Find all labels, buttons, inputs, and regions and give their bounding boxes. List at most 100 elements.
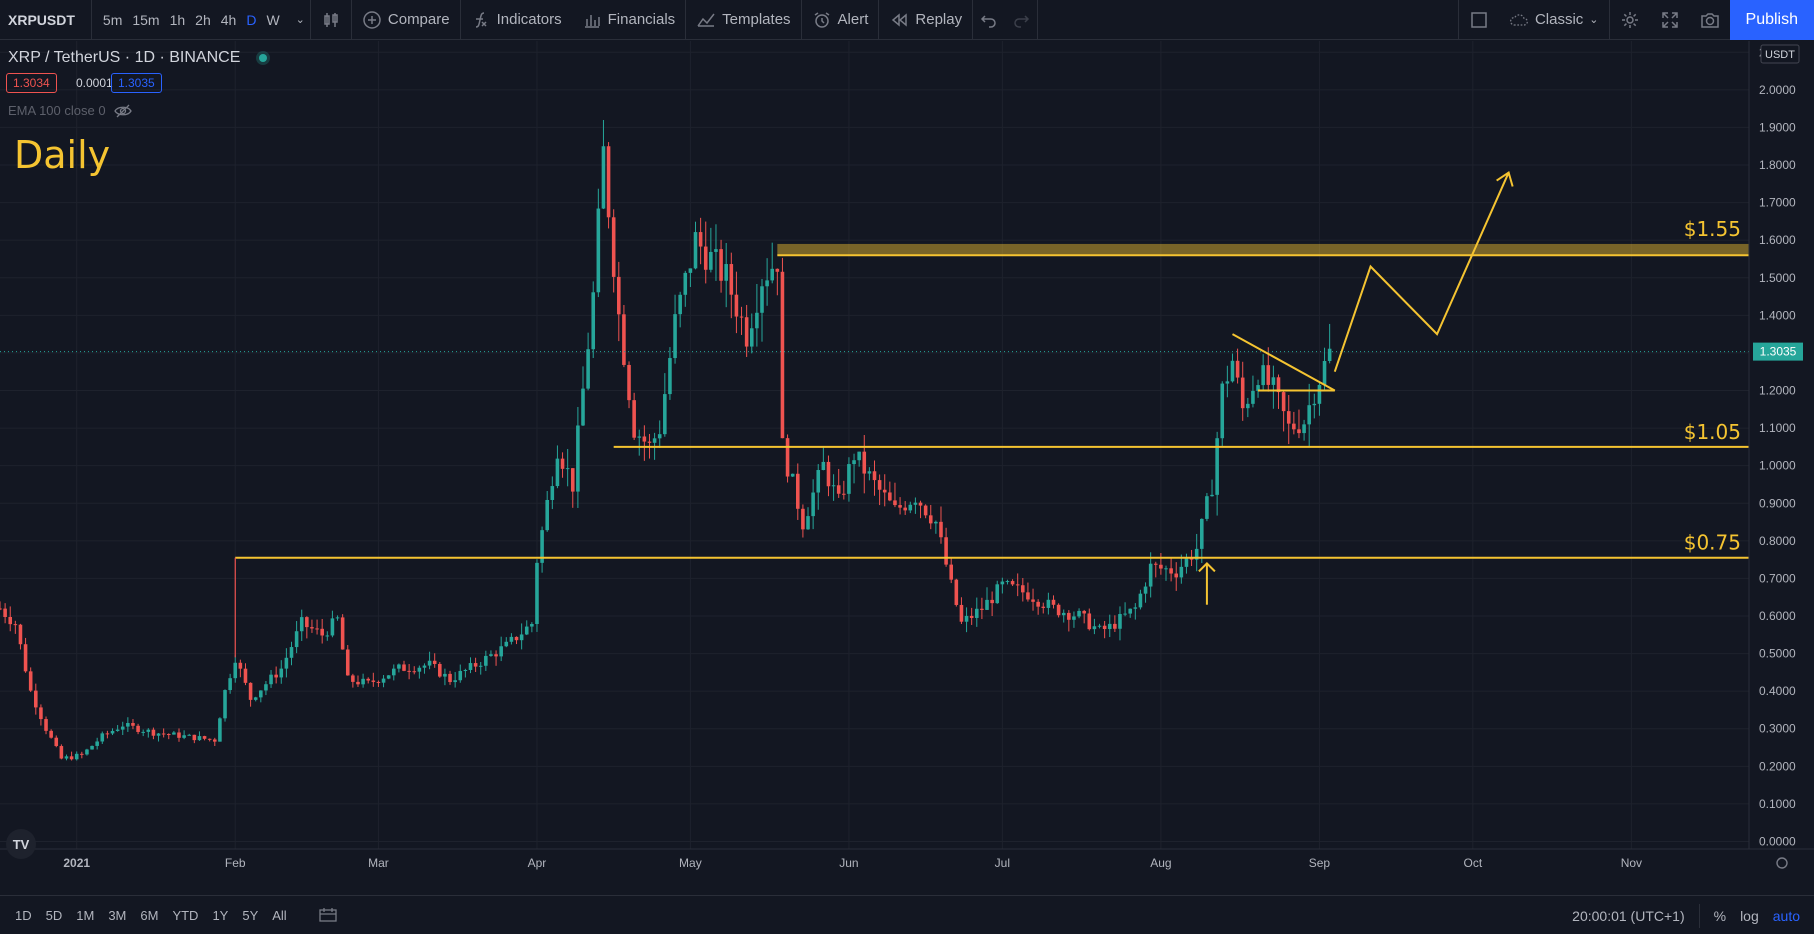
- financials-button[interactable]: Financials: [572, 0, 686, 40]
- candle-down: [969, 615, 974, 618]
- auto-scale-toggle[interactable]: auto: [1772, 907, 1800, 924]
- replay-button[interactable]: Replay: [879, 0, 972, 40]
- axis-settings-gear-icon[interactable]: [1776, 857, 1788, 869]
- price-axis[interactable]: [1749, 41, 1814, 894]
- candle-down: [8, 616, 13, 625]
- candle-up: [709, 251, 713, 270]
- interval-2h[interactable]: 2h: [195, 11, 211, 28]
- price-tick-label: 1.2000: [1759, 384, 1796, 398]
- time-tick-label: Nov: [1621, 856, 1642, 870]
- candle-down: [606, 146, 611, 218]
- candle-up: [1148, 563, 1153, 587]
- templates-button[interactable]: Templates: [686, 0, 800, 40]
- layout-name-dropdown[interactable]: Classic ⌄: [1499, 0, 1609, 40]
- candle-down: [872, 471, 877, 481]
- candle-up: [821, 461, 826, 471]
- function-icon: [475, 11, 487, 28]
- candle-down: [944, 537, 948, 565]
- cloud-icon: [1509, 13, 1528, 26]
- timeframe-annotation[interactable]: Daily: [14, 133, 111, 177]
- candle-down: [923, 505, 928, 516]
- range-5y[interactable]: 5Y: [242, 907, 259, 923]
- toolbar-divider: [309, 0, 311, 40]
- range-all[interactable]: All: [272, 907, 287, 923]
- publish-button[interactable]: Publish: [1729, 0, 1814, 40]
- candle-down: [1087, 613, 1092, 630]
- redo-button[interactable]: [1005, 0, 1037, 40]
- bar-chart-icon: [584, 14, 600, 28]
- indicators-button[interactable]: Indicators: [461, 0, 572, 40]
- clock-timezone[interactable]: 20:00:01 (UTC+1): [1572, 907, 1685, 924]
- price-chart[interactable]: $1.55$1.05$0.752.10002.00001.90001.80001…: [0, 41, 1814, 894]
- candle-up: [453, 680, 457, 683]
- log-scale-toggle[interactable]: log: [1740, 907, 1759, 924]
- candle-up: [1327, 348, 1332, 361]
- symbol-legend[interactable]: XRP / TetherUS · 1D · BINANCE: [8, 49, 267, 67]
- level-label-1-05[interactable]: $1.05: [1684, 420, 1741, 444]
- candle-up: [995, 584, 1000, 604]
- layout-select-button[interactable]: [1459, 0, 1499, 40]
- range-1y[interactable]: 1Y: [212, 907, 229, 923]
- compare-button[interactable]: Compare: [352, 0, 460, 40]
- range-1m[interactable]: 1M: [76, 907, 95, 923]
- range-ytd[interactable]: YTD: [172, 907, 199, 923]
- percent-scale-toggle[interactable]: %: [1713, 907, 1727, 924]
- interval-15m[interactable]: 15m: [132, 11, 160, 28]
- candle-up: [688, 268, 693, 273]
- date-range-calendar-icon[interactable]: [318, 907, 338, 923]
- eye-hidden-icon[interactable]: [113, 104, 132, 118]
- interval-1h[interactable]: 1h: [169, 11, 186, 28]
- settings-button[interactable]: [1610, 0, 1650, 40]
- range-5d[interactable]: 5D: [45, 907, 63, 923]
- chart-type-button[interactable]: [311, 0, 351, 40]
- candle-up: [693, 232, 698, 269]
- time-tick-label: Oct: [1464, 856, 1483, 870]
- candle-up: [1256, 385, 1260, 391]
- fullscreen-button[interactable]: [1650, 0, 1690, 40]
- candle-up: [857, 451, 861, 461]
- candle-up: [770, 268, 775, 281]
- candle-down: [315, 628, 319, 630]
- candle-up: [361, 678, 365, 685]
- candle-up: [519, 634, 524, 641]
- projection-path[interactable]: [1333, 172, 1510, 373]
- level-label-1-55[interactable]: $1.55: [1684, 217, 1741, 241]
- symbol-search[interactable]: XRPUSDT: [8, 11, 75, 28]
- snapshot-button[interactable]: [1690, 0, 1730, 40]
- toolbar-divider: [459, 0, 461, 40]
- candle-down: [1113, 623, 1117, 629]
- price-tick-label: 0.4000: [1759, 684, 1796, 698]
- candle-down: [642, 436, 647, 442]
- interval-dropdown-chevron-icon[interactable]: ⌄: [295, 14, 305, 26]
- candle-down: [1266, 365, 1271, 385]
- toolbar-divider: [350, 0, 352, 40]
- interval-5m[interactable]: 5m: [102, 11, 123, 28]
- level-label-0-75[interactable]: $0.75: [1684, 531, 1741, 555]
- toolbar-divider: [685, 0, 687, 40]
- range-3m[interactable]: 3M: [108, 907, 127, 923]
- range-1d[interactable]: 1D: [15, 907, 32, 923]
- candle-up: [468, 663, 473, 670]
- resistance-zone[interactable]: [777, 243, 1749, 256]
- alert-button[interactable]: Alert: [802, 0, 879, 40]
- range-6m[interactable]: 6M: [140, 907, 159, 923]
- interval-w[interactable]: W: [266, 11, 280, 28]
- tradingview-logo-icon[interactable]: TV: [6, 829, 36, 859]
- sell-price-button[interactable]: 1.3034: [6, 73, 57, 93]
- candle-down: [177, 732, 181, 738]
- chart-pane[interactable]: $1.55$1.05$0.752.10002.00001.90001.80001…: [0, 41, 1814, 894]
- currency-box[interactable]: [1760, 44, 1800, 64]
- indicator-legend[interactable]: EMA 100 close 0: [8, 103, 132, 118]
- undo-icon: [981, 14, 996, 28]
- interval-4h[interactable]: 4h: [220, 11, 237, 28]
- candle-up: [847, 464, 851, 494]
- interval-d[interactable]: D: [246, 11, 257, 28]
- candle-up: [156, 733, 161, 736]
- candle-down: [0, 608, 2, 610]
- support-arrow-head: [1198, 561, 1216, 573]
- candle-up: [253, 697, 258, 700]
- undo-button[interactable]: [973, 0, 1005, 40]
- buy-price-button[interactable]: 1.3035: [111, 73, 162, 93]
- candle-down: [161, 733, 166, 735]
- triangle-pattern[interactable]: [1231, 333, 1336, 392]
